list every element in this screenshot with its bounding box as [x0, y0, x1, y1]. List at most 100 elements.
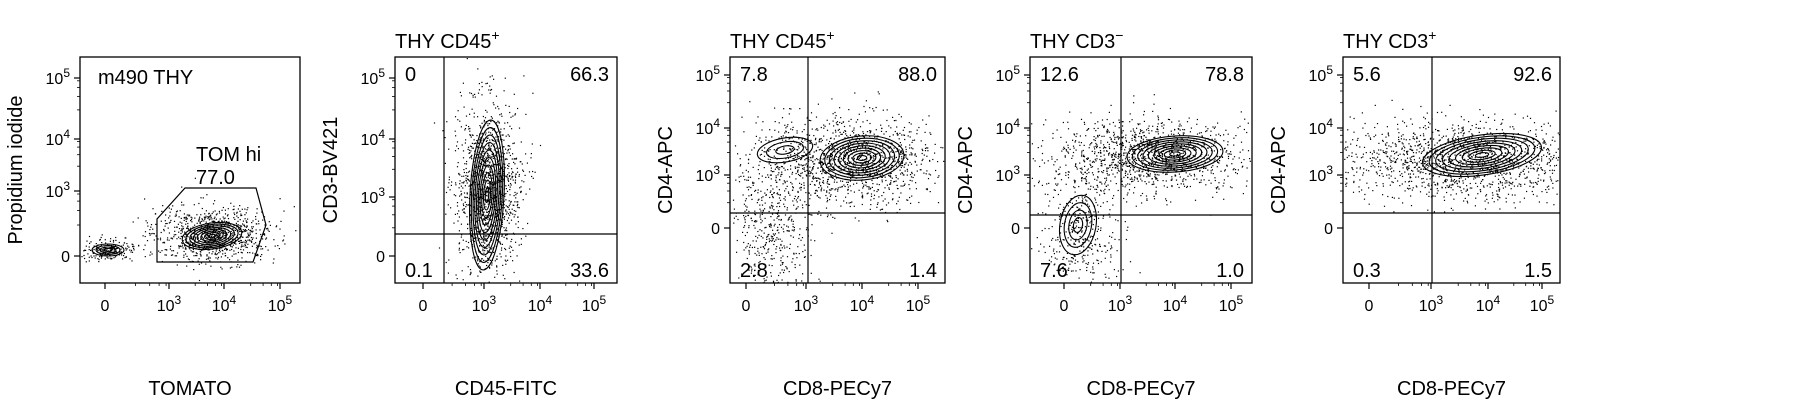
event-dot	[890, 156, 892, 158]
event-dot	[489, 166, 491, 168]
event-dot	[1234, 169, 1237, 171]
event-dot	[769, 226, 771, 228]
event-dot	[481, 174, 483, 176]
event-dot	[166, 222, 168, 225]
event-dot	[1039, 165, 1041, 168]
event-dot	[822, 170, 824, 172]
event-dot	[228, 226, 230, 228]
event-dot	[868, 186, 870, 188]
event-dot	[755, 235, 757, 237]
event-dot	[882, 168, 884, 170]
event-dot	[85, 249, 87, 251]
event-dot	[1083, 160, 1085, 162]
event-dot	[500, 113, 502, 115]
event-dot	[1063, 146, 1065, 148]
event-dot	[455, 195, 457, 197]
event-dot	[781, 279, 783, 281]
event-dot	[244, 244, 247, 247]
event-dot	[905, 148, 907, 151]
event-dot	[857, 173, 859, 175]
event-dot	[97, 249, 99, 251]
event-dot	[507, 122, 509, 124]
event-dot	[888, 157, 890, 159]
event-dot	[899, 153, 901, 155]
event-dot	[747, 176, 750, 178]
event-dot	[484, 217, 486, 219]
event-dot	[487, 223, 489, 225]
event-dot	[870, 187, 872, 189]
event-dot	[263, 216, 266, 218]
event-dot	[821, 169, 823, 171]
event-dot	[782, 135, 784, 137]
event-dot	[801, 157, 803, 160]
event-dot	[796, 156, 798, 158]
event-dot	[748, 225, 750, 227]
event-dot	[1121, 145, 1124, 147]
event-dot	[1093, 136, 1095, 138]
event-dot	[486, 137, 488, 139]
event-dot	[796, 130, 798, 132]
event-dot	[778, 172, 780, 174]
event-dot	[490, 199, 492, 201]
event-dot	[485, 223, 487, 225]
event-dot	[466, 172, 468, 174]
event-dot	[133, 245, 135, 248]
event-dot	[1085, 135, 1087, 137]
x-tick-label: 105	[582, 293, 607, 315]
event-dot	[749, 176, 752, 178]
event-dot	[801, 280, 803, 282]
event-dot	[834, 129, 837, 131]
event-dot	[928, 173, 930, 175]
event-dot	[879, 161, 881, 163]
event-dot	[496, 151, 498, 153]
event-dot	[462, 249, 464, 251]
event-dot	[1081, 154, 1083, 156]
event-dot	[796, 132, 798, 134]
event-dot	[1130, 130, 1132, 132]
event-dot	[776, 206, 778, 208]
event-dot	[527, 222, 529, 225]
event-dot	[1100, 152, 1102, 154]
event-dot	[835, 156, 837, 158]
event-dot	[526, 162, 528, 164]
event-dot	[1151, 178, 1153, 180]
event-dot	[840, 160, 842, 162]
contour-line	[91, 243, 125, 257]
event-dot	[508, 208, 510, 210]
event-dot	[496, 152, 498, 154]
event-dot	[1154, 150, 1156, 152]
event-dot	[501, 243, 503, 245]
event-dot	[792, 226, 794, 228]
event-dot	[803, 182, 805, 184]
event-dot	[200, 197, 202, 199]
event-dot	[226, 248, 228, 250]
event-dot	[185, 241, 187, 243]
event-dot	[1188, 159, 1191, 162]
event-dot	[254, 262, 256, 264]
event-dot	[772, 188, 774, 190]
event-dot	[239, 229, 241, 231]
event-dot	[467, 266, 469, 268]
event-dot	[480, 229, 482, 231]
event-dot	[463, 211, 465, 213]
event-dot	[460, 223, 462, 225]
event-dot	[475, 142, 477, 144]
event-dot	[464, 201, 466, 203]
event-dot	[218, 249, 221, 251]
event-dot	[812, 176, 814, 178]
event-dot	[471, 154, 473, 156]
event-dot	[746, 179, 748, 181]
event-dot	[461, 175, 463, 177]
event-dot	[115, 247, 118, 249]
event-dot	[1125, 152, 1127, 154]
event-dot	[754, 252, 756, 255]
event-dot	[111, 246, 113, 248]
event-dot	[1082, 173, 1084, 175]
event-dot	[904, 154, 906, 156]
event-dot	[132, 221, 134, 223]
event-dot	[1133, 156, 1135, 158]
event-dot	[817, 129, 819, 131]
event-dot	[496, 258, 498, 260]
event-dot	[748, 269, 750, 271]
event-dot	[1116, 172, 1118, 174]
